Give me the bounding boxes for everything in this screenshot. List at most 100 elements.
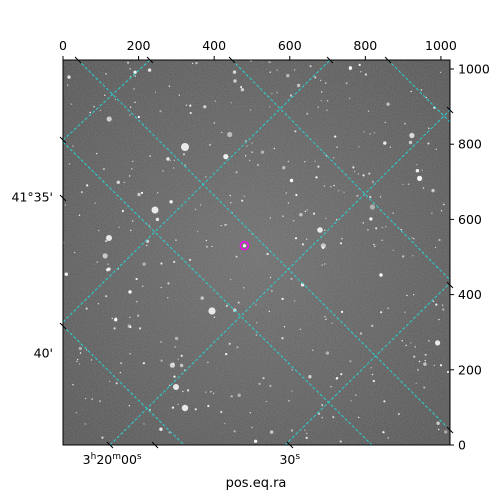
star [402,255,405,258]
star [424,353,427,356]
star [320,243,326,249]
star [235,255,238,258]
star [271,290,273,292]
star [364,73,367,76]
star [375,227,378,230]
star [169,159,171,162]
star [72,384,74,386]
star [121,209,124,213]
star [214,100,217,102]
star [90,359,93,361]
star [324,263,326,265]
star [345,82,348,85]
star [129,114,131,116]
star [89,111,91,114]
star [78,214,81,216]
star [356,194,359,197]
bright-star [208,307,216,315]
star [260,150,265,154]
star [340,373,343,376]
star [68,163,71,165]
star [422,187,425,189]
world-tick [446,281,454,289]
star [134,75,136,77]
star [207,404,210,408]
star [93,106,95,108]
star [77,358,79,361]
star [435,148,437,150]
star [99,400,101,402]
star [243,195,245,197]
star [130,229,132,232]
star [205,245,209,248]
star [115,317,117,319]
star [114,318,118,322]
star [289,94,293,97]
star [243,287,245,289]
star [294,237,298,240]
star [438,238,441,242]
ra-grid-line [63,60,331,323]
star [134,101,136,104]
star [348,97,351,100]
star [330,186,332,188]
star [102,253,108,259]
star [85,307,88,310]
star [381,239,383,241]
star [285,192,287,194]
star [428,340,430,342]
star [269,217,272,219]
star [78,363,81,365]
bright-star [317,227,323,233]
star [321,416,323,419]
star [236,346,239,349]
star [67,84,69,86]
star [220,410,223,414]
star [251,426,253,429]
star [314,160,316,162]
star [160,359,163,362]
star [290,277,293,280]
star [133,70,137,75]
star [140,191,144,194]
star [182,153,186,156]
ra-grid-line [109,109,450,445]
star [195,62,198,65]
star [308,375,312,379]
star [85,349,88,351]
star [336,146,338,148]
world-tick [446,426,454,434]
star [423,386,426,389]
star [411,237,413,239]
star [251,151,253,153]
star [373,132,376,134]
star [154,91,157,94]
star [325,82,327,84]
star [363,131,365,133]
star [339,440,342,443]
star [325,217,327,220]
star [324,229,326,231]
star [371,373,374,376]
star [75,412,78,414]
star [167,297,169,299]
star [230,102,232,104]
star [157,192,159,194]
star [136,301,138,303]
star [315,176,318,179]
star [288,400,290,402]
dec-tick-label: 41°35' [12,189,54,204]
star [108,380,111,383]
star [171,406,175,409]
star [220,224,222,227]
star [76,360,78,362]
star [180,354,183,357]
star [273,147,275,150]
star [233,430,236,433]
star [265,400,268,403]
star [194,408,197,411]
star [235,171,238,174]
star [199,204,202,206]
star [98,229,100,232]
star [340,310,344,313]
